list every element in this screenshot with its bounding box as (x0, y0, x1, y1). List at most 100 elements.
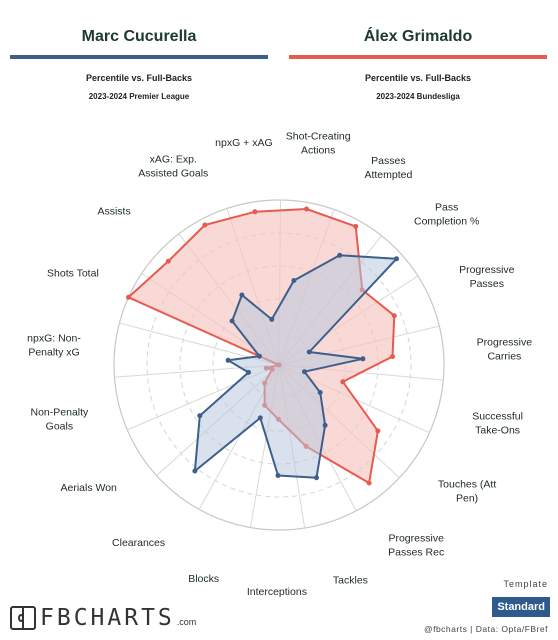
data-point (126, 294, 131, 300)
data-point (390, 354, 395, 360)
data-point (340, 379, 346, 385)
player-right-subtitle: Percentile vs. Full-Backs (364, 73, 472, 83)
data-point (322, 422, 328, 428)
data-point (256, 353, 262, 359)
axis-label-line: Passes (470, 278, 504, 290)
data-point (314, 475, 319, 481)
player-left-header: Marc Cucurella Percentile vs. Full-Backs… (10, 26, 268, 101)
data-point (304, 206, 309, 212)
data-point (229, 318, 235, 324)
axis-label-line: Carries (487, 350, 521, 362)
data-point (353, 223, 359, 229)
axis-label-line: Attempted (364, 169, 412, 181)
axis-label-line: Non-Penalty (31, 407, 90, 419)
axis-label-line: Pass (435, 202, 458, 214)
axis-labels: Shot-Creating Actions Passes Attempted Pass C… (27, 130, 532, 598)
axis-label: Shots Total (47, 267, 99, 279)
axis-label-line: npxG: Non- (27, 332, 81, 344)
axis-label-line: Aerials Won (60, 482, 117, 494)
axis-label: Non-Penalty Goals (31, 407, 90, 433)
data-point (375, 428, 381, 434)
series-area (193, 254, 398, 479)
axis-label-line: Blocks (188, 573, 219, 585)
series-cucurella (192, 252, 399, 481)
data-point (391, 313, 397, 319)
grid-ring-100 (113, 199, 445, 531)
axis-label-line: Progressive (477, 336, 533, 348)
axis-label-line: Shots Total (47, 267, 99, 279)
axis-label: Blocks (188, 573, 219, 585)
axis-label-line: Assisted Goals (138, 167, 208, 179)
data-point (360, 356, 366, 362)
axis-label: Progressive Carries (477, 336, 533, 362)
axis-label-line: npxG + xAG (215, 137, 272, 149)
axis-label-line: Progressive (459, 264, 515, 276)
axis-label-line: Clearances (112, 537, 165, 549)
axis-label-line: Penalty xG (28, 346, 79, 358)
axis-label: npxG: Non- Penalty xG (27, 332, 81, 358)
axis-label: Progressive Passes (459, 264, 515, 290)
data-point (394, 256, 399, 262)
data-point (197, 413, 203, 419)
axis-label: Pass Completion % (414, 202, 479, 228)
axis-label: Shot-Creating Actions (286, 130, 351, 156)
axis-label: Progressive Passes Rec (388, 533, 444, 559)
data-point (337, 252, 343, 258)
template-button[interactable]: Standard (492, 597, 550, 617)
player-right-competition: 2023-2024 Bundesliga (376, 92, 460, 101)
player-left-competition: 2023-2024 Premier League (88, 92, 190, 101)
axis-label-line: Pen) (456, 492, 478, 504)
data-point (291, 278, 297, 283)
axis-label-line: Progressive (388, 533, 444, 545)
data-point (192, 468, 198, 474)
axis-label: xAG: Exp. Assisted Goals (138, 153, 208, 179)
data-point (302, 369, 307, 375)
template-label: Template (503, 579, 548, 589)
axis-label-line: Tackles (333, 574, 368, 586)
data-point (165, 258, 171, 264)
axis-label-line: Interceptions (247, 586, 307, 598)
logo-text: FBCHARTS (40, 605, 175, 631)
fbcharts-logo: FBCHARTS .com (10, 603, 196, 633)
axis-label-line: Shot-Creating (286, 130, 351, 142)
data-point (225, 357, 231, 363)
pitch-icon (10, 606, 36, 630)
axis-label-line: xAG: Exp. (150, 153, 197, 165)
data-point (269, 316, 275, 322)
axis-label: Touches (Att Pen) (438, 478, 496, 504)
player-right-color-bar (289, 55, 547, 59)
axis-label: Successful Take-Ons (472, 411, 523, 437)
player-left-name: Marc Cucurella (81, 28, 197, 45)
axis-label-line: Take-Ons (475, 425, 520, 437)
data-source: @fbcharts | Data: Opta/FBref (423, 624, 548, 634)
data-point (246, 369, 251, 375)
axis-label: Tackles (333, 574, 368, 586)
data-point (366, 480, 372, 486)
axis-label: Passes Attempted (364, 155, 412, 181)
axis-label: Interceptions (247, 586, 307, 598)
data-point (257, 415, 263, 421)
axis-label-line: Successful (472, 411, 523, 423)
logo-domain: .com (176, 617, 197, 627)
data-point (202, 222, 208, 228)
data-point (275, 473, 281, 478)
data-point (239, 292, 245, 298)
axis-label-line: Passes Rec (388, 547, 444, 559)
axis-label: Aerials Won (60, 482, 117, 494)
axis-label-line: Touches (Att (438, 478, 496, 490)
data-point (252, 209, 258, 215)
axis-label-line: Assists (97, 205, 130, 217)
axis-label-line: Goals (46, 421, 73, 433)
axis-label: Clearances (112, 537, 165, 549)
axis-label-line: Completion % (414, 216, 479, 228)
player-right-header: Álex Grimaldo Percentile vs. Full-Backs … (289, 26, 547, 101)
data-point (317, 390, 323, 395)
axis-label-line: Passes (371, 155, 405, 167)
data-point (306, 349, 312, 355)
player-left-color-bar (10, 55, 268, 59)
player-right-name: Álex Grimaldo (363, 28, 473, 45)
axis-label: Assists (97, 205, 130, 217)
axis-label-line: Actions (301, 144, 335, 156)
player-left-subtitle: Percentile vs. Full-Backs (85, 73, 193, 83)
